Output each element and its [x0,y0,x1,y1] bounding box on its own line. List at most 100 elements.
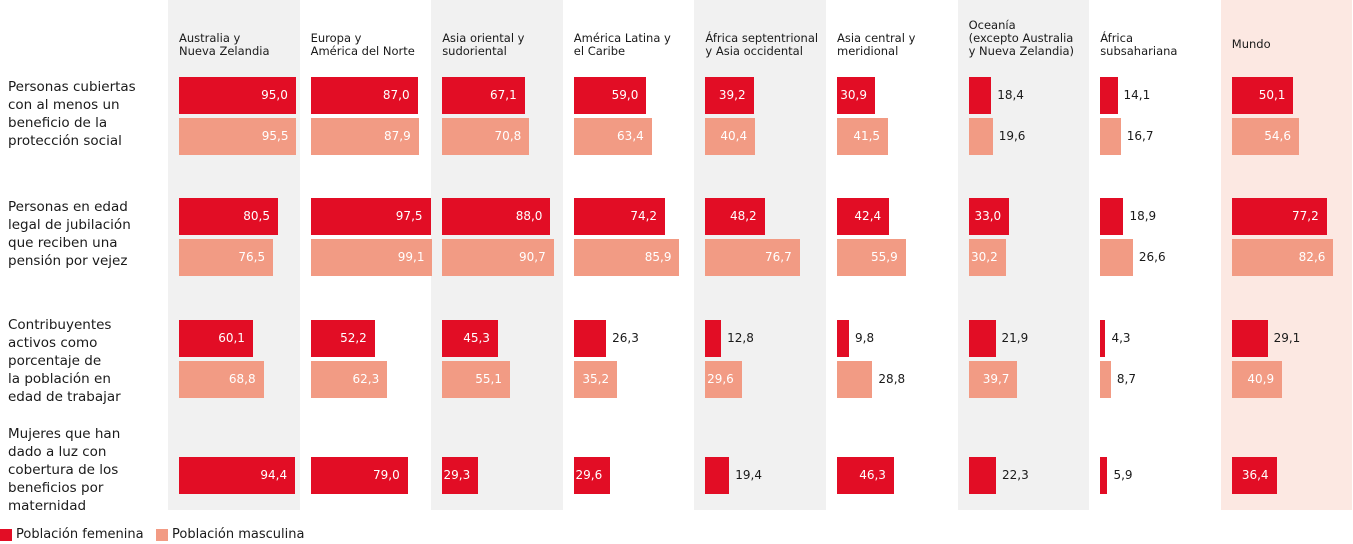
value-label: 95,0 [261,88,288,102]
value-label: 26,6 [1138,250,1166,264]
bar [573,239,680,276]
row-label: Personas cubiertas con al menos un benef… [8,79,136,149]
bar [1100,198,1124,235]
value-label: 16,7 [1126,129,1154,143]
value-label: 60,1 [218,331,245,345]
value-label: 35,2 [582,372,610,386]
bar [310,77,418,114]
value-label: 5,9 [1113,468,1133,482]
bar [179,239,274,276]
column-header: Europa y América del Norte [310,31,415,58]
value-label: 67,1 [490,88,517,102]
value-label: 4,3 [1111,331,1131,345]
bar [573,361,618,398]
bar [1100,77,1118,114]
value-label: 8,7 [1116,372,1136,386]
bar [837,361,873,398]
value-label: 29,1 [1273,331,1301,345]
value-label: 14,1 [1123,88,1151,102]
bar [968,320,996,357]
column-header: Asia oriental y sudoriental [442,31,525,58]
value-label: 45,3 [463,331,490,345]
value-label: 29,6 [575,468,603,482]
row-label: Contribuyentes activos como porcentaje d… [8,317,121,405]
bar [705,239,800,276]
bar [310,118,419,155]
value-label: 97,5 [395,209,423,223]
value-label: 68,8 [228,372,256,386]
column-header: África septentrional y Asia occidental [705,31,819,58]
value-label: 95,5 [261,129,289,143]
bar [837,198,890,235]
value-label: 52,2 [340,331,367,345]
legend-label: Población masculina [172,527,305,542]
value-label: 26,3 [612,331,639,345]
row-label: Personas en edad legal de jubilación que… [8,199,131,269]
value-label: 90,7 [519,250,546,264]
bar [705,320,722,357]
value-label: 29,3 [443,468,471,482]
column-header: América Latina y el Caribe [573,31,671,58]
bar [442,239,554,276]
value-label: 94,4 [260,468,288,482]
column-header: Asia central y meridional [837,31,916,58]
bar [573,320,607,357]
bar [837,320,850,357]
value-label: 59,0 [611,88,639,102]
legend-swatch [156,529,168,541]
value-label: 19,6 [998,129,1026,143]
bar [1231,320,1268,357]
bar [705,77,754,114]
value-label: 99,1 [397,250,425,264]
value-label: 18,9 [1129,209,1157,223]
bar [705,361,742,398]
bar [179,320,253,357]
bar [837,77,875,114]
value-label: 50,1 [1258,88,1286,102]
value-label: 85,9 [644,250,672,264]
bar [179,198,278,235]
value-label: 76,7 [765,250,792,264]
bar [968,198,1010,235]
value-label: 48,2 [729,209,757,223]
bar [968,361,1018,398]
bar [1231,361,1283,398]
value-label: 40,9 [1247,372,1275,386]
bar [573,118,652,155]
value-label: 30,9 [840,88,867,102]
bar [1231,239,1334,276]
bar [1100,320,1106,357]
value-label: 76,5 [238,250,266,264]
legend-label: Población femenina [16,527,144,542]
bar [968,77,992,114]
column-header: Mundo [1231,37,1271,51]
value-label: 80,5 [243,209,270,223]
value-label: 39,2 [718,88,746,102]
bar [310,361,388,398]
bar [573,457,611,494]
value-label: 19,4 [735,468,762,482]
bar [310,239,433,276]
bar [310,457,408,494]
value-label: 36,4 [1241,468,1269,482]
bar [310,320,375,357]
bar [968,457,997,494]
value-label: 54,6 [1264,129,1291,143]
bar [1231,77,1294,114]
bar [573,198,666,235]
bar [1100,118,1121,155]
bar [1100,239,1133,276]
bar [442,457,479,494]
value-label: 87,9 [383,129,411,143]
bar [573,77,647,114]
value-label: 30,2 [971,250,998,264]
bar [837,239,906,276]
value-label: 82,6 [1298,250,1326,264]
bar [705,118,756,155]
bar [442,77,525,114]
row-label: Mujeres que han dado a luz con cobertura… [8,426,121,514]
bar [442,198,551,235]
bar [179,118,297,155]
value-label: 46,3 [859,468,886,482]
